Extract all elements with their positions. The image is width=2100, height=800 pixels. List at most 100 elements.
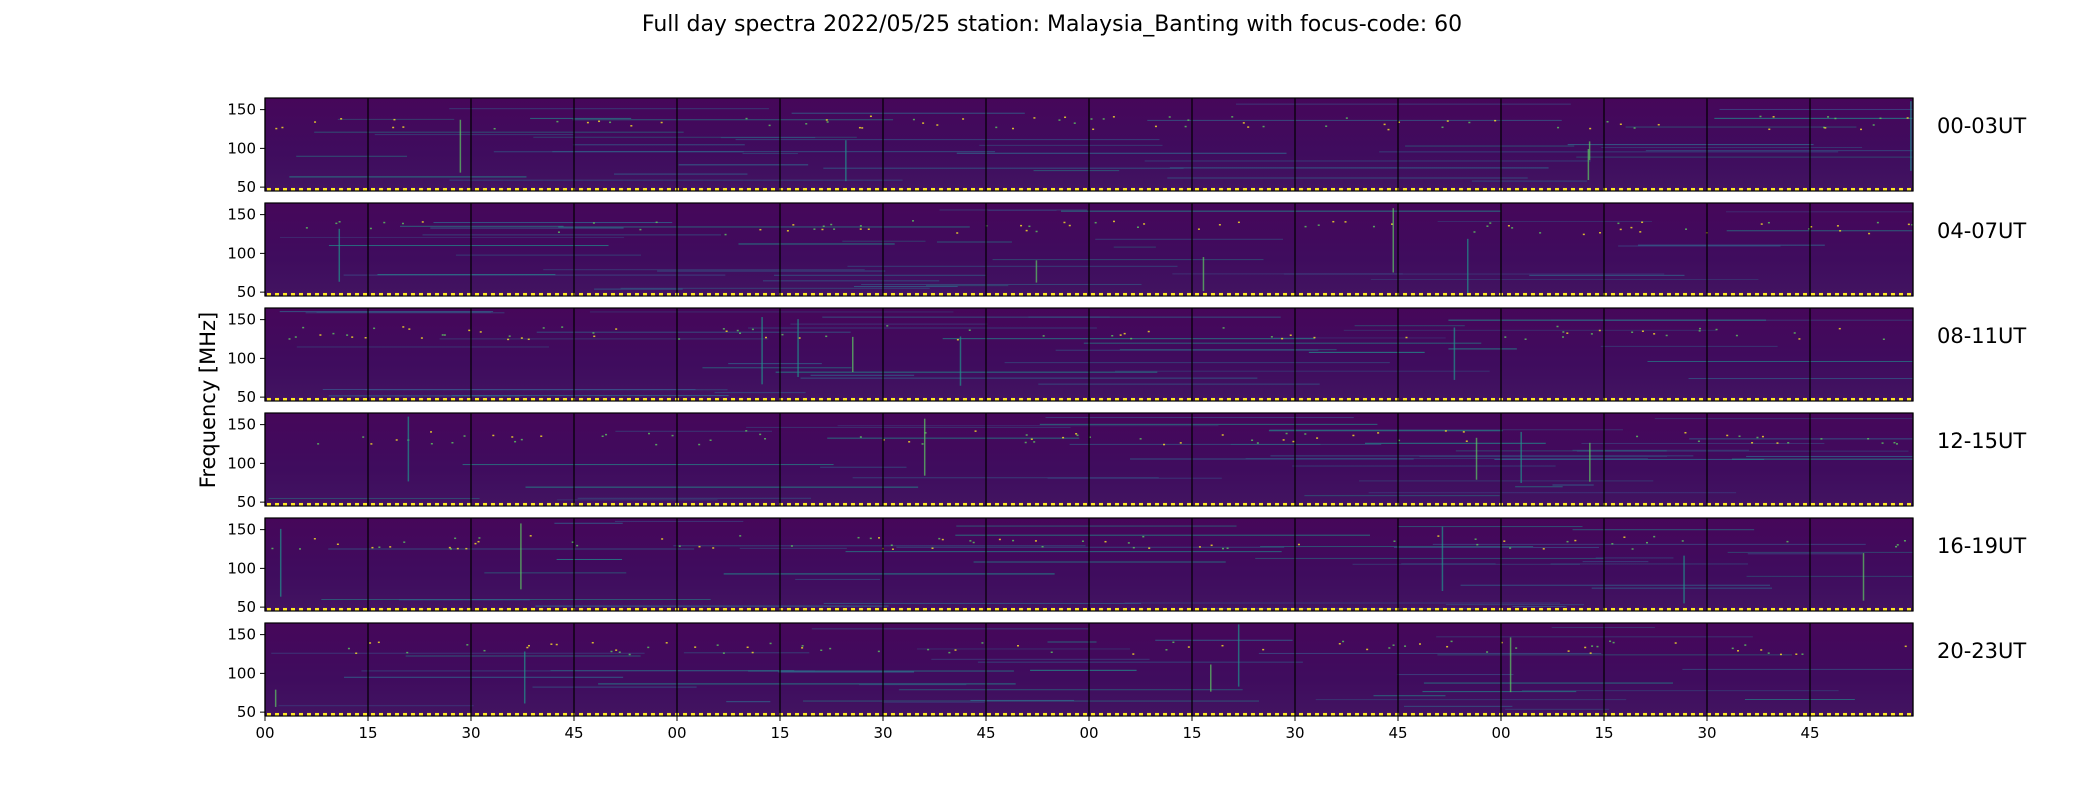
- band-dot: [1147, 502, 1151, 506]
- band-dot: [1443, 607, 1447, 611]
- band-dot: [739, 712, 743, 716]
- band-dot: [1219, 292, 1223, 296]
- rfi-speck: [317, 443, 320, 445]
- band-dot: [987, 712, 991, 716]
- rfi-speck: [275, 127, 278, 130]
- band-dot: [1411, 607, 1415, 611]
- spectral-line: [1401, 563, 1496, 565]
- band-dot: [875, 292, 879, 296]
- spectral-line: [374, 134, 574, 136]
- spectral-line: [735, 139, 1160, 141]
- band-dot: [1419, 502, 1423, 506]
- band-dot: [1187, 397, 1191, 401]
- rfi-speck: [968, 329, 971, 331]
- x-tick-label: 15: [1182, 724, 1201, 742]
- spectral-line: [1747, 553, 1863, 555]
- band-dot: [1315, 187, 1319, 191]
- band-dot: [1755, 397, 1759, 401]
- band-dot: [907, 397, 911, 401]
- rfi-speck: [751, 328, 754, 331]
- spectral-line: [811, 628, 1089, 630]
- rfi-speck: [1289, 334, 1292, 336]
- band-dot: [651, 187, 655, 191]
- rfi-speck: [1345, 117, 1348, 119]
- band-dot: [643, 607, 647, 611]
- band-dot: [795, 607, 799, 611]
- band-dot: [1195, 607, 1199, 611]
- spectral-line: [343, 274, 726, 276]
- band-dot: [1115, 502, 1119, 506]
- band-dot: [1163, 397, 1167, 401]
- band-dot: [395, 502, 399, 506]
- band-dot: [1699, 502, 1703, 506]
- band-dot: [1523, 292, 1527, 296]
- band-dot: [1667, 712, 1671, 716]
- band-dot: [1771, 187, 1775, 191]
- band-dot: [1795, 712, 1799, 716]
- y-tick-label: 100: [227, 139, 256, 157]
- spectral-line: [859, 684, 967, 686]
- band-dot: [1483, 712, 1487, 716]
- spectral-line: [1373, 695, 1446, 697]
- band-dot: [1867, 292, 1871, 296]
- band-dot: [1459, 712, 1463, 716]
- band-dot: [931, 292, 935, 296]
- rfi-speck: [921, 443, 924, 445]
- band-dot: [1523, 607, 1527, 611]
- band-dot: [355, 397, 359, 401]
- rfi-speck: [1589, 652, 1592, 654]
- band-dot: [643, 712, 647, 716]
- band-dot: [1043, 187, 1047, 191]
- band-dot: [1659, 607, 1663, 611]
- rfi-speck: [1566, 540, 1569, 543]
- band-dot: [1819, 397, 1823, 401]
- band-dot: [883, 187, 887, 191]
- band-dot: [1235, 607, 1239, 611]
- band-dot: [899, 292, 903, 296]
- rfi-speck: [886, 325, 889, 327]
- spectral-line: [1033, 170, 1120, 172]
- band-dot: [1811, 607, 1815, 611]
- spectral-line: [1419, 455, 1668, 457]
- band-dot: [995, 397, 999, 401]
- spectral-line: [1352, 563, 1580, 565]
- rfi-speck: [1839, 230, 1842, 232]
- band-dot: [1675, 187, 1679, 191]
- band-dot: [1787, 187, 1791, 191]
- rfi-speck: [466, 644, 469, 646]
- band-dot: [1627, 187, 1631, 191]
- band-dot: [1515, 397, 1519, 401]
- band-dot: [987, 397, 991, 401]
- band-dot: [427, 187, 431, 191]
- band-dot: [1611, 292, 1615, 296]
- band-dot: [1323, 607, 1327, 611]
- spectral-line: [1130, 458, 1414, 460]
- band-dot: [1619, 712, 1623, 716]
- band-dot: [531, 502, 535, 506]
- band-dot: [979, 607, 983, 611]
- rfi-speck: [1562, 331, 1565, 333]
- band-dot: [1395, 712, 1399, 716]
- band-dot: [1051, 397, 1055, 401]
- band-dot: [563, 292, 567, 296]
- band-dot: [1331, 292, 1335, 296]
- band-dot: [363, 397, 367, 401]
- band-dot: [811, 187, 815, 191]
- band-dot: [1715, 607, 1719, 611]
- rfi-speck: [338, 221, 341, 223]
- band-dot: [1139, 712, 1143, 716]
- band-dot: [603, 502, 607, 506]
- band-dot: [1563, 187, 1567, 191]
- rfi-speck: [508, 335, 511, 337]
- band-dot: [1035, 502, 1039, 506]
- band-dot: [1139, 292, 1143, 296]
- rfi-speck: [869, 115, 872, 118]
- spectral-line: [1030, 669, 1137, 671]
- rfi-speck: [1398, 121, 1401, 123]
- spectral-line: [1268, 430, 1503, 432]
- band-dot: [579, 712, 583, 716]
- band-dot: [715, 397, 719, 401]
- band-dot: [1227, 502, 1231, 506]
- spectral-line: [279, 311, 494, 313]
- spectral-line: [1039, 423, 1378, 425]
